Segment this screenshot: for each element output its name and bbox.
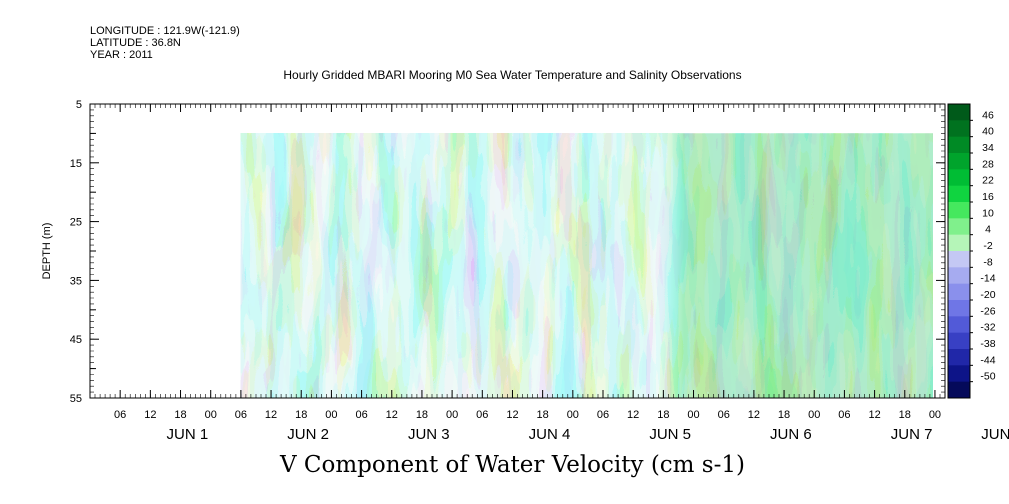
x-hour-tick-label: 06 xyxy=(838,409,850,421)
x-day-label: JUN 1 xyxy=(167,426,209,443)
x-day-label: JUN 5 xyxy=(649,426,691,443)
heatmap-tint xyxy=(240,133,934,398)
x-hour-tick-label: 00 xyxy=(205,409,217,421)
colorbar-label: -38 xyxy=(980,338,995,350)
y-tick-label: 45 xyxy=(70,334,82,346)
chart-title: Hourly Gridded MBARI Mooring M0 Sea Wate… xyxy=(283,68,742,82)
colorbar-label: -20 xyxy=(980,289,995,301)
colorbar-label: -8 xyxy=(983,256,992,268)
x-hour-tick-label: 00 xyxy=(446,409,458,421)
colorbar-label: -2 xyxy=(983,240,992,252)
y-tick-label: 25 xyxy=(70,217,82,229)
colorbar-swatch xyxy=(948,218,970,236)
colorbar-label: -44 xyxy=(980,354,995,366)
plot-axes: 06 12 18 00 06 12 18 00 06 12 18 00 06 12 18 00 06 12 18 00… xyxy=(41,99,1009,443)
x-hour-tick-label: 12 xyxy=(265,409,277,421)
x-hour-tick-label: 12 xyxy=(506,409,518,421)
x-hour-tick-label: 06 xyxy=(597,409,609,421)
colorbar-swatch xyxy=(948,365,970,383)
x-hour-tick-label: 18 xyxy=(174,409,186,421)
colorbar-swatch xyxy=(948,283,970,301)
x-hour-tick-label: 18 xyxy=(537,409,549,421)
x-hour-tick-label: 06 xyxy=(718,409,730,421)
colorbar-swatch xyxy=(948,120,970,138)
colorbar-swatch xyxy=(948,381,970,399)
year-label: YEAR : 2011 xyxy=(90,49,153,61)
x-hour-tick-label: 00 xyxy=(567,409,579,421)
velocity-field xyxy=(240,133,934,398)
x-hour-tick-label: 12 xyxy=(748,409,760,421)
x-hour-tick-label: 12 xyxy=(386,409,398,421)
colorbar-swatch xyxy=(948,136,970,154)
colorbar-label: 10 xyxy=(982,207,994,219)
x-hour-tick-label: 18 xyxy=(899,409,911,421)
y-axis-label: DEPTH (m) xyxy=(41,223,53,280)
colorbar-label: -32 xyxy=(980,322,995,334)
x-hour-tick-label: 00 xyxy=(808,409,820,421)
x-day-label: JUN 3 xyxy=(408,426,450,443)
colorbar-swatch xyxy=(948,234,970,252)
x-day-label: JUN 4 xyxy=(529,426,571,443)
y-tick-label: 55 xyxy=(70,393,82,405)
x-hour-tick-label: 06 xyxy=(114,409,126,421)
y-tick-label: 35 xyxy=(70,275,82,287)
x-hour-tick-label: 12 xyxy=(144,409,156,421)
colorbar-swatch xyxy=(948,316,970,334)
colorbar-label: -50 xyxy=(980,371,995,383)
colorbar-swatch xyxy=(948,251,970,268)
x-day-label: JUN 8 xyxy=(981,426,1009,443)
x-hour-tick-label: 00 xyxy=(687,409,699,421)
colorbar-swatch xyxy=(948,153,970,170)
colorbar-label: 40 xyxy=(982,126,994,138)
y-tick-label: 15 xyxy=(70,158,82,170)
colorbar-swatch xyxy=(948,267,970,285)
x-hour-tick-label: 18 xyxy=(295,409,307,421)
x-day-label: JUN 2 xyxy=(287,426,329,443)
x-hour-tick-label: 12 xyxy=(868,409,880,421)
x-hour-tick-label: 18 xyxy=(778,409,790,421)
x-hour-tick-label: 00 xyxy=(929,409,941,421)
colorbar-label: 4 xyxy=(985,224,991,236)
colorbar-label: 22 xyxy=(982,175,994,187)
x-axis-label: V Component of Water Velocity (cm s-1) xyxy=(280,452,745,478)
latitude-label: LATITUDE : 36.8N xyxy=(90,37,181,49)
colorbar-label: 16 xyxy=(982,191,994,203)
x-hour-tick-label: 18 xyxy=(657,409,669,421)
colorbar-swatch xyxy=(948,349,970,366)
x-hour-tick-label: 18 xyxy=(416,409,428,421)
x-hour-tick-label: 00 xyxy=(325,409,337,421)
colorbar-swatch xyxy=(948,104,970,121)
colorbar-swatch xyxy=(948,300,970,317)
x-hour-tick-label: 06 xyxy=(476,409,488,421)
x-hour-tick-label: 06 xyxy=(235,409,247,421)
colorbar-label: 46 xyxy=(982,109,994,121)
x-day-label: JUN 6 xyxy=(770,426,812,443)
colorbar-label: 28 xyxy=(982,158,994,170)
colorbar-swatch xyxy=(948,185,970,203)
colorbar-swatch xyxy=(948,332,970,350)
x-hour-tick-label: 06 xyxy=(355,409,367,421)
colorbar-swatch xyxy=(948,202,970,219)
x-day-label: JUN 7 xyxy=(891,426,933,443)
colorbar-swatch xyxy=(948,169,970,187)
colorbar-label: 34 xyxy=(982,142,994,154)
x-hour-tick-label: 12 xyxy=(627,409,639,421)
colorbar-label: -26 xyxy=(980,305,995,317)
colorbar: 46 40 34 28 22 16 10 4 -2 -8 -14 -20 -26 -32 -38 -44 -50 xyxy=(947,103,996,399)
longitude-label: LONGITUDE : 121.9W(-121.9) xyxy=(90,25,240,37)
y-tick-label: 5 xyxy=(76,99,82,111)
colorbar-label: -14 xyxy=(980,273,995,285)
